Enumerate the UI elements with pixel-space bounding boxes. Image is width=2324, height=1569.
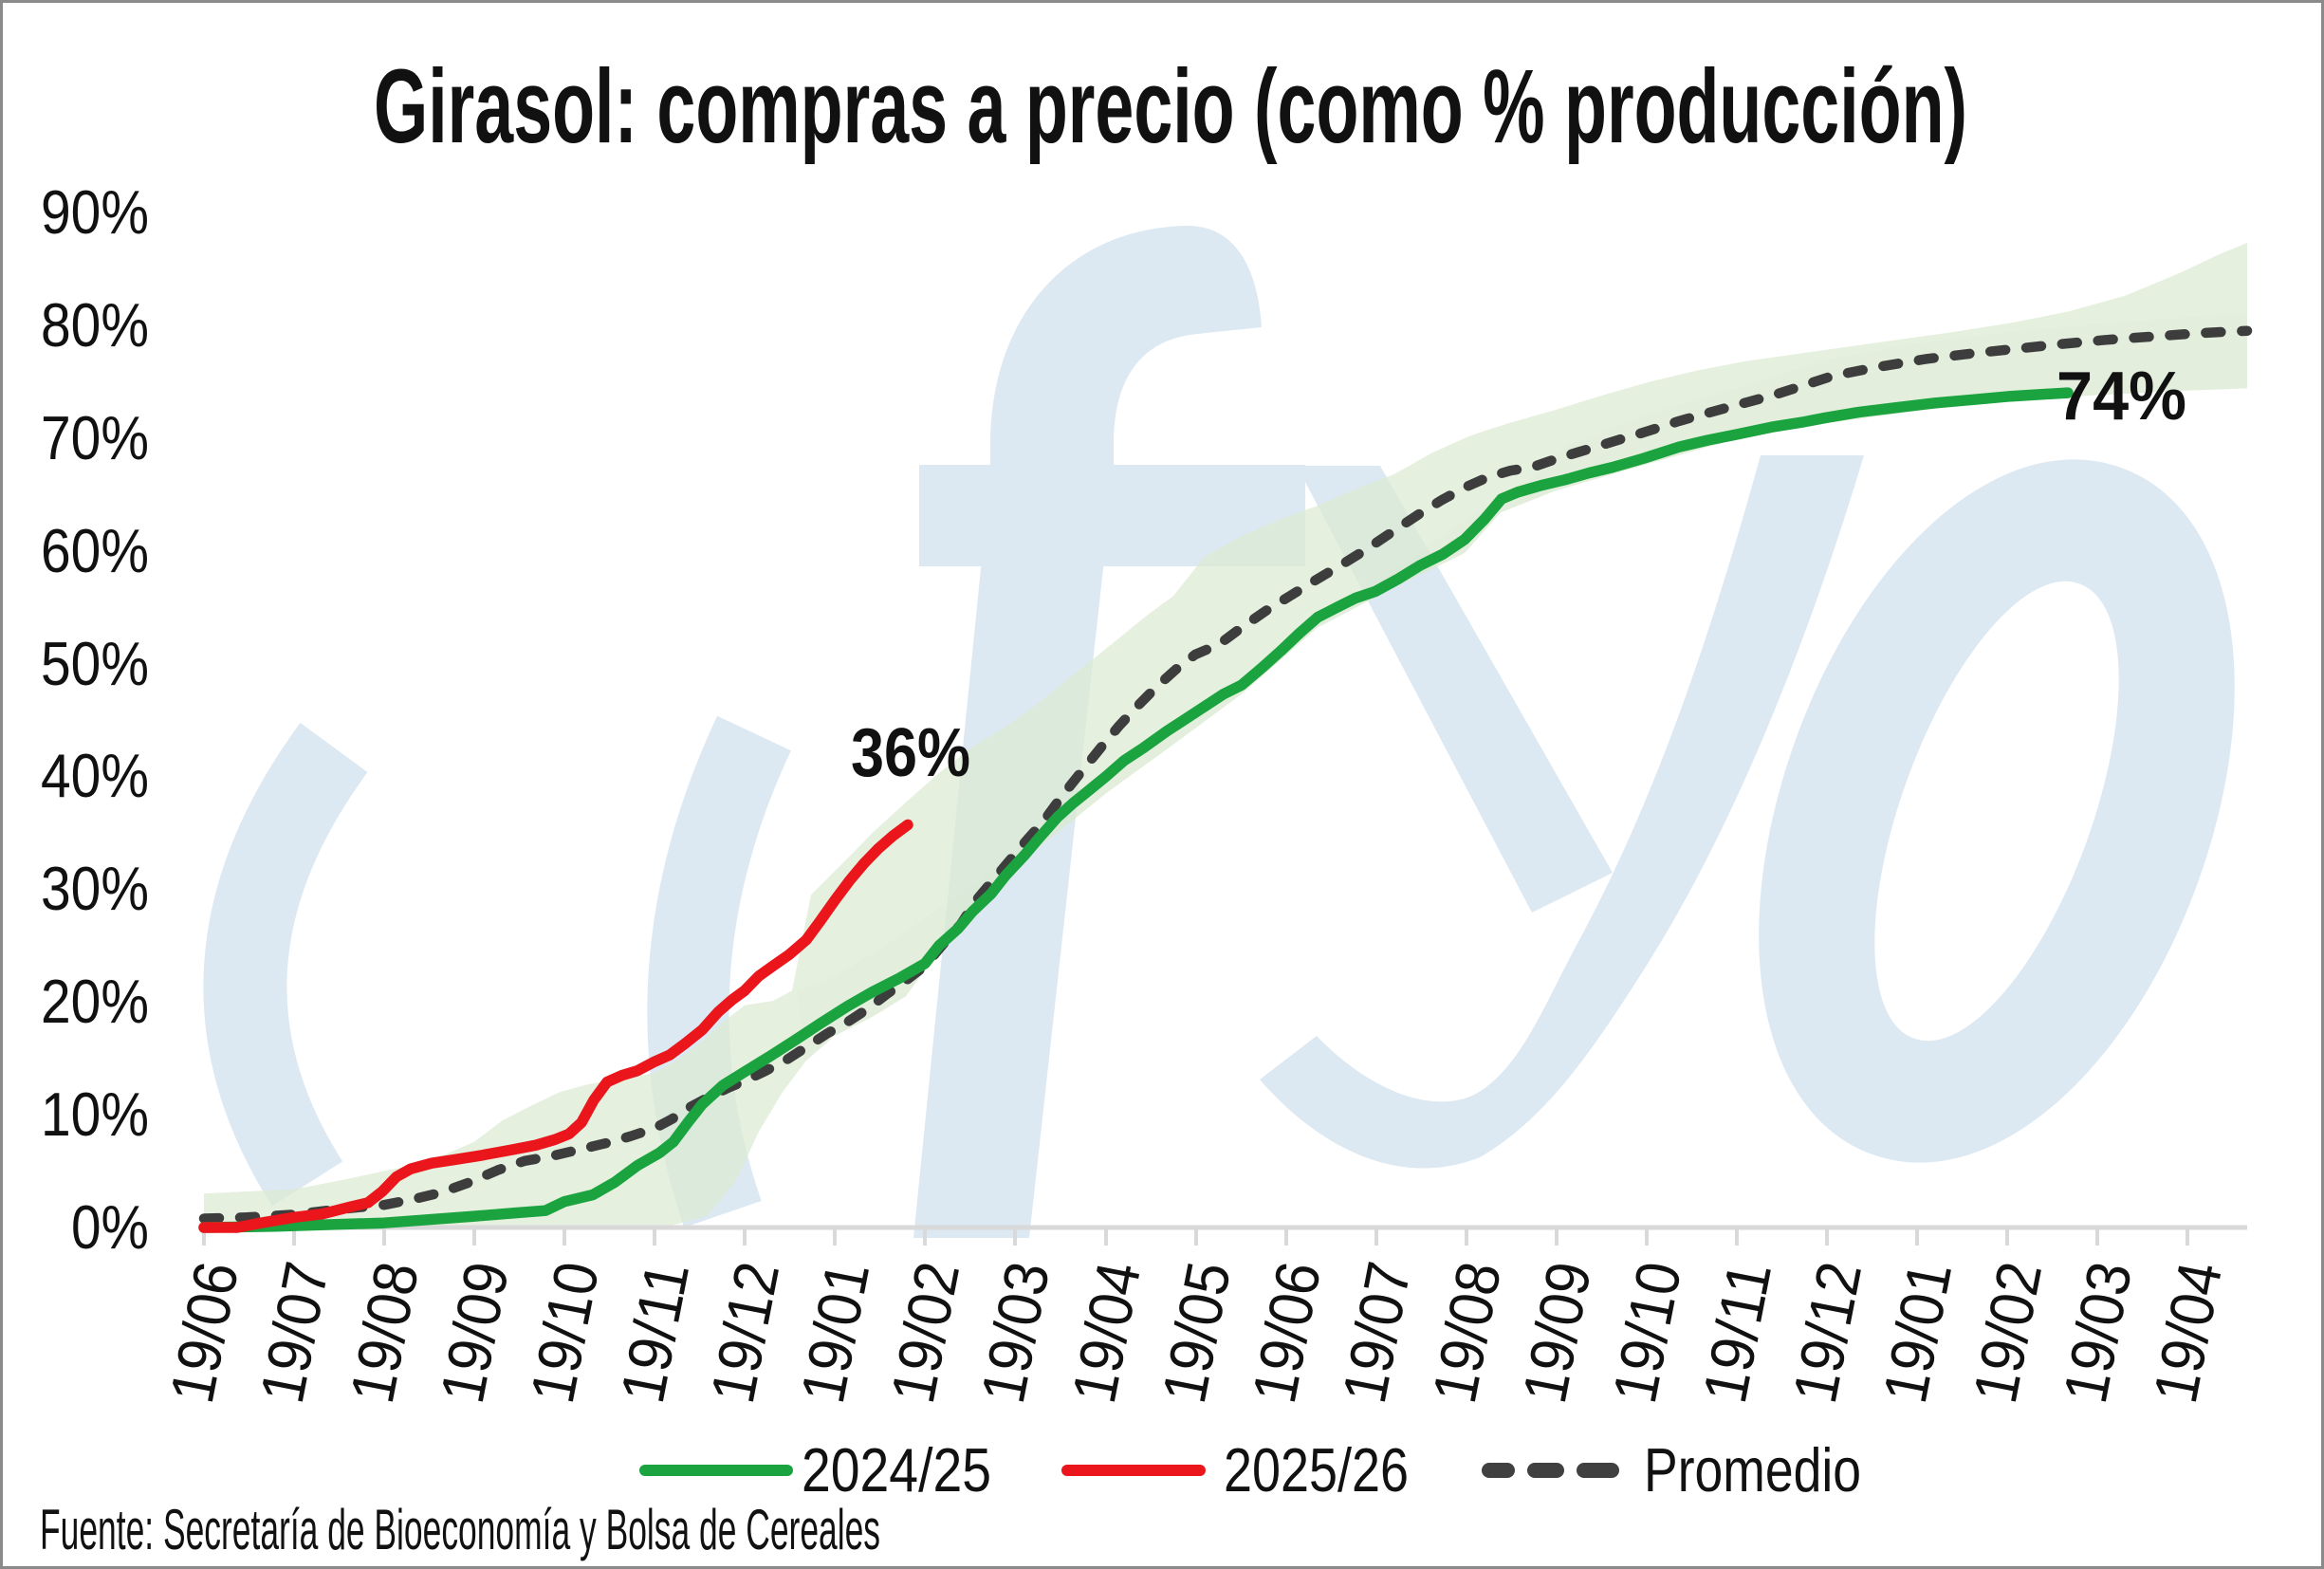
svg-text:50%: 50% — [41, 629, 149, 698]
svg-text:2025/26: 2025/26 — [1224, 1435, 1409, 1504]
svg-text:40%: 40% — [41, 741, 149, 810]
svg-text:Promedio: Promedio — [1644, 1435, 1861, 1504]
svg-text:36%: 36% — [851, 715, 970, 791]
svg-text:20%: 20% — [41, 967, 149, 1036]
svg-text:60%: 60% — [41, 516, 149, 585]
svg-text:10%: 10% — [41, 1080, 149, 1149]
svg-text:Girasol: compras a precio (com: Girasol: compras a precio (como % produc… — [374, 48, 1967, 165]
svg-text:80%: 80% — [41, 290, 149, 360]
svg-text:30%: 30% — [41, 854, 149, 923]
svg-text:70%: 70% — [41, 403, 149, 472]
svg-text:74%: 74% — [2057, 359, 2186, 434]
svg-text:2024/25: 2024/25 — [802, 1435, 991, 1504]
svg-text:90%: 90% — [41, 177, 149, 247]
svg-text:Fuente: Secretaría de Bioecono: Fuente: Secretaría de Bioeconomía y Bols… — [40, 1498, 880, 1561]
svg-text:0%: 0% — [71, 1192, 149, 1262]
